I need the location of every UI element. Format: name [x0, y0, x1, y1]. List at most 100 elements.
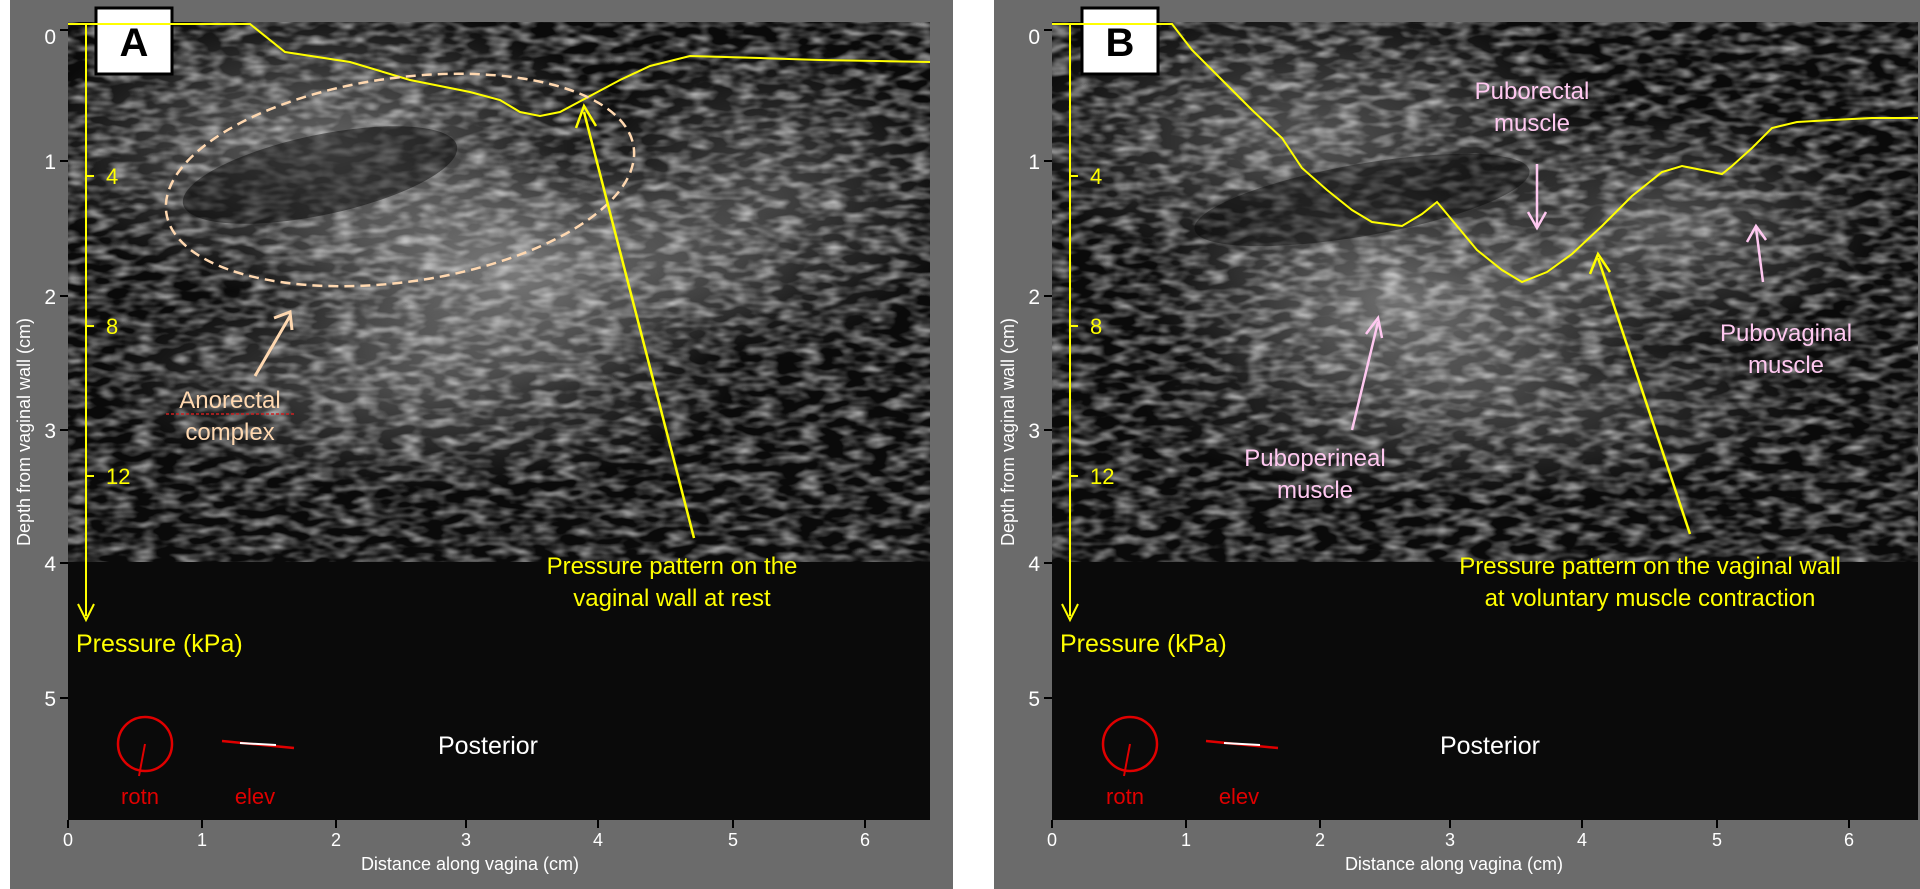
elevation-label: elev	[1219, 784, 1259, 809]
pressure-tick: 12	[1090, 464, 1114, 489]
depth-ticks: 0 1 2 3 4 5	[44, 26, 56, 711]
annotation-text: Pubovaginal	[1720, 320, 1852, 347]
depth-tick: 4	[44, 553, 56, 576]
y-axis-label: Depth from vaginal wall (cm)	[14, 318, 34, 546]
ultrasound-panel-b: B 0 1 2 3 4 5 Depth from vaginal wall (c…	[982, 0, 1920, 889]
depth-tick: 1	[44, 151, 56, 174]
panel-label: B	[1106, 21, 1135, 65]
distance-tick: 4	[1577, 830, 1587, 850]
annotation-text: at voluntary muscle contraction	[1485, 585, 1816, 612]
pubovaginal-arrow	[1754, 227, 1765, 283]
distance-tick-marks	[67, 820, 866, 828]
x-axis-label: Distance along vagina (cm)	[1345, 854, 1563, 874]
depth-tick: 3	[1028, 420, 1040, 443]
puborectal-arrowhead	[1526, 211, 1548, 231]
distance-tick: 1	[1181, 830, 1191, 850]
pressure-axis-arrow	[77, 603, 95, 623]
annotation-text: Puborectal	[1475, 78, 1590, 105]
rotation-label: rotn	[121, 784, 159, 809]
pubovaginal-arrowhead	[1745, 223, 1768, 243]
ultrasound-panel-a: A 0 1 2 3 4 5 Depth from vaginal wall (c…	[0, 0, 953, 889]
distance-tick: 6	[860, 830, 870, 850]
pressure-tick-marks	[86, 175, 94, 477]
distance-tick-marks	[1051, 820, 1850, 828]
annotation-text: Pressure pattern on the	[547, 553, 798, 580]
panel-label-box	[94, 6, 174, 76]
distance-ticks: 0 1 2 3 4 5 6	[63, 830, 870, 850]
orientation-label: Posterior	[1440, 732, 1540, 760]
distance-tick: 1	[197, 830, 207, 850]
pressure-tick: 4	[106, 164, 118, 189]
tissue-texture	[1052, 22, 1918, 562]
distance-tick: 3	[461, 830, 471, 850]
annotation-text: complex	[185, 419, 274, 446]
annotation-text: Pressure pattern on the vaginal wall	[1459, 553, 1841, 580]
depth-tick-marks	[60, 29, 68, 699]
puboperineal-text: Puboperineal muscle	[1244, 445, 1385, 504]
pressure-annotation-arrow	[582, 111, 696, 539]
distance-tick: 4	[593, 830, 603, 850]
elevation-label: elev	[235, 784, 275, 809]
annotation-text: vaginal wall at rest	[573, 585, 771, 612]
pressure-annotation-text: Pressure pattern on the vaginal wall at …	[547, 553, 798, 612]
pressure-ticks: 4 8 12	[1090, 164, 1114, 489]
distance-tick: 2	[1315, 830, 1325, 850]
pressure-tick-marks	[1070, 175, 1078, 477]
puboperineal-arrowhead	[1365, 315, 1384, 339]
pressure-curve	[1052, 23, 1918, 284]
distance-ticks: 0 1 2 3 4 5 6	[1047, 830, 1854, 850]
elevation-bar	[239, 742, 277, 746]
pressure-tick: 12	[106, 464, 130, 489]
depth-tick: 0	[44, 26, 56, 49]
depth-tick: 5	[1028, 688, 1040, 711]
pressure-annotation-arrowhead	[574, 103, 598, 129]
depth-tick: 5	[44, 688, 56, 711]
pressure-tick: 8	[1090, 314, 1102, 339]
distance-tick: 0	[63, 830, 73, 850]
annotation-text: muscle	[1277, 477, 1353, 504]
depth-tick: 4	[1028, 553, 1040, 576]
distance-tick: 0	[1047, 830, 1057, 850]
rotation-label: rotn	[1106, 784, 1144, 809]
pressure-ticks: 4 8 12	[106, 164, 130, 489]
depth-tick: 2	[1028, 286, 1040, 309]
depth-tick: 3	[44, 420, 56, 443]
pressure-tick: 4	[1090, 164, 1102, 189]
anorectal-arrowhead	[273, 309, 294, 331]
elevation-bar	[1223, 742, 1261, 746]
panel-label: A	[120, 21, 149, 65]
annotation-text: Anorectal	[179, 387, 280, 414]
panel-b-svg: B 0 1 2 3 4 5 Depth from vaginal wall (c…	[994, 0, 1920, 889]
puboperineal-arrow	[1350, 321, 1380, 431]
anorectal-arrow	[253, 315, 292, 377]
pubovaginal-text: Pubovaginal muscle	[1720, 320, 1852, 379]
panel-a-svg: A 0 1 2 3 4 5 Depth from vaginal wall (c…	[10, 0, 953, 889]
annotation-text: muscle	[1748, 352, 1824, 379]
tissue-texture	[68, 22, 930, 562]
pressure-annotation-arrow	[1596, 257, 1692, 535]
pressure-axis-label: Pressure (kPa)	[1060, 630, 1227, 658]
distance-tick: 2	[331, 830, 341, 850]
annotation-text: Puboperineal	[1244, 445, 1385, 472]
x-axis-label: Distance along vagina (cm)	[361, 854, 579, 874]
distance-tick: 5	[1712, 830, 1722, 850]
depth-tick: 0	[1028, 26, 1040, 49]
pressure-curve	[68, 23, 931, 118]
anorectal-text: Anorectal complex	[179, 387, 280, 446]
depth-tick-marks	[1044, 29, 1052, 699]
puborectal-text: Puborectal muscle	[1475, 78, 1590, 137]
orientation-label: Posterior	[438, 732, 538, 760]
pressure-axis-arrow	[1061, 603, 1079, 623]
pressure-axis-label: Pressure (kPa)	[76, 630, 243, 658]
rotation-needle	[138, 743, 146, 777]
rotation-indicator-icon	[116, 715, 174, 773]
annotation-text: muscle	[1494, 110, 1570, 137]
distance-tick: 3	[1445, 830, 1455, 850]
depth-tick: 2	[44, 286, 56, 309]
y-axis-label: Depth from vaginal wall (cm)	[998, 318, 1018, 546]
rotation-needle	[1123, 743, 1131, 777]
depth-ticks: 0 1 2 3 4 5	[1028, 26, 1040, 711]
panel-label-box	[1080, 6, 1160, 76]
pressure-annotation-arrowhead	[1588, 251, 1612, 275]
anorectal-outline	[164, 72, 636, 288]
